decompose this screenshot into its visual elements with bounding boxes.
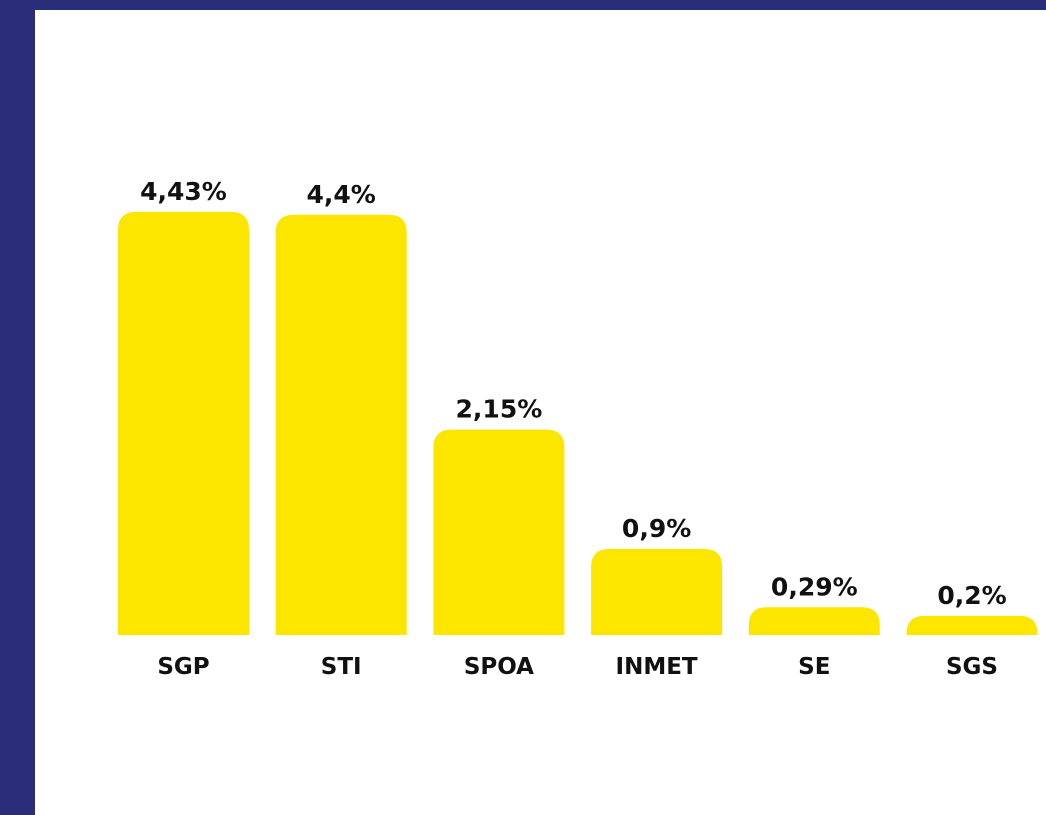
bar [118, 211, 249, 635]
x-tick-label: INMET [616, 654, 698, 680]
bar [906, 615, 1038, 635]
value-label: 0,29% [771, 572, 858, 601]
x-tick-label: SE [798, 654, 830, 680]
value-label: 0,2% [937, 581, 1006, 610]
bar [433, 429, 565, 635]
x-tick-label: SGS [946, 654, 998, 680]
x-tick-label: SPOA [464, 654, 534, 680]
bar [275, 214, 407, 636]
bar [591, 549, 723, 635]
x-tick-label: SGP [157, 654, 209, 680]
value-label: 4,43% [140, 177, 227, 206]
bar [748, 607, 880, 635]
value-label: 0,9% [622, 514, 691, 543]
value-label: 2,15% [456, 395, 543, 424]
x-tick-label: STI [321, 654, 362, 680]
value-label: 4,4% [307, 180, 376, 209]
